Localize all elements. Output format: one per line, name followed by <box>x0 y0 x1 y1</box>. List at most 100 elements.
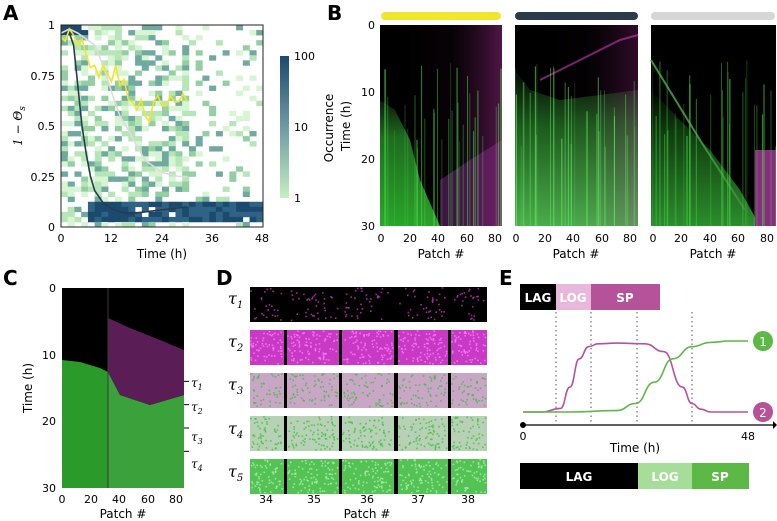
heatmap-cell <box>162 45 170 51</box>
d-cell-dot <box>259 347 262 349</box>
heatmap-cell <box>74 25 82 31</box>
heatmap-cell <box>121 156 129 162</box>
heatmap-cell <box>182 206 190 213</box>
heatmap-cell <box>61 95 69 102</box>
d-cell-dot <box>465 401 467 403</box>
d-cell-dot <box>399 402 402 405</box>
d-cell-dot <box>433 330 436 332</box>
d-cell-dot <box>364 471 367 474</box>
d-cell-dot <box>356 445 358 447</box>
d-cell-dot <box>464 296 467 298</box>
d-cell-dot <box>333 436 335 438</box>
d-cell-dot <box>260 435 263 437</box>
d-cell-dot <box>257 437 260 440</box>
d-cell-dot <box>266 345 269 348</box>
d-cell-dot <box>461 479 464 481</box>
d-cell-dot <box>275 431 277 433</box>
d-cell-dot <box>328 436 331 438</box>
d-cell-dot <box>429 438 432 440</box>
d-cell-dot <box>266 461 269 463</box>
d-cell-dot <box>475 342 478 345</box>
d-cell-dot <box>318 379 320 382</box>
d-cell-dot <box>259 484 261 486</box>
heatmap-cell <box>249 201 257 208</box>
heatmap-cell <box>108 201 116 208</box>
d-xtick: 35 <box>307 493 321 506</box>
d-cell-dot <box>377 296 379 299</box>
heatmap-cell <box>256 100 264 107</box>
d-cell-dot <box>407 311 410 314</box>
heatmap-cell <box>215 146 223 152</box>
d-cell-dot <box>269 463 272 465</box>
heatmap-cell <box>195 65 203 71</box>
heatmap-cell <box>182 186 190 192</box>
d-cell-dot <box>418 479 421 482</box>
d-cell-dot <box>327 478 330 480</box>
d-cell-dot <box>482 446 484 448</box>
d-cell-dot <box>377 362 379 364</box>
d-cell-dot <box>411 402 413 405</box>
heatmap-cell <box>182 216 190 223</box>
d-row-label: τ1 <box>228 289 243 311</box>
heatmap-cell <box>135 136 143 142</box>
d-cell-dot <box>371 491 374 493</box>
d-cell-dot <box>456 461 459 464</box>
d-cell-dot <box>373 446 375 449</box>
d-cell-dot <box>389 444 391 446</box>
c-xtick: 80 <box>169 493 183 506</box>
d-cell-dot <box>328 359 330 361</box>
d-cell-dot <box>377 402 379 405</box>
b2-xtick: 0 <box>513 232 520 245</box>
heatmap-cell <box>114 45 122 51</box>
d-cell-dot <box>424 361 426 363</box>
heatmap-cell <box>162 166 170 172</box>
heatmap-cell <box>61 70 69 76</box>
heatmap-cell <box>74 95 82 102</box>
d-cell-dot <box>435 461 438 464</box>
d-cell-dot <box>365 381 367 384</box>
d-cell-dot <box>411 426 413 429</box>
heatmap-cell <box>195 151 203 157</box>
d-cell-dot <box>388 431 390 433</box>
d-cell-dot <box>325 317 327 319</box>
heatmap-cell <box>242 45 250 51</box>
d-cell-dot <box>365 294 368 296</box>
d-cell-dot <box>438 293 441 296</box>
d-cell-dot <box>348 462 350 465</box>
d-cell-dot <box>275 487 277 489</box>
d-cell-dot <box>324 438 327 440</box>
d-cell-dot <box>353 391 355 394</box>
d-cell-dot <box>271 305 273 307</box>
d-cell-dot <box>307 480 309 482</box>
d-cell-dot <box>435 463 437 466</box>
d-cell-dot <box>379 347 382 349</box>
heatmap-cell <box>222 126 230 132</box>
d-cell-dot <box>336 438 339 440</box>
d-cell-dot <box>456 360 458 362</box>
panel-d-row-labels: τ1 τ2 τ3 τ4 τ5 <box>228 289 243 484</box>
d-cell-dot <box>417 346 420 348</box>
d-cell-dot <box>256 341 259 343</box>
heatmap-cell <box>74 110 82 117</box>
panel-a-frame <box>60 24 264 228</box>
d-cell-dot <box>415 472 418 474</box>
heatmap-cell <box>81 95 89 102</box>
d-cell-dot <box>430 477 433 480</box>
heatmap-cell <box>101 60 109 66</box>
d-cell-dot <box>264 418 266 420</box>
d-tau-sym: τ <box>228 289 238 308</box>
d-cell-dot <box>281 373 283 375</box>
kymo-b1-magenta-tint <box>380 25 502 226</box>
d-cell-dot <box>419 438 421 440</box>
d-tau-sub: 1 <box>237 300 243 311</box>
d-cell-dot <box>288 471 290 474</box>
d-cell-dot <box>398 436 401 438</box>
d-cell-dot <box>459 476 462 479</box>
d-cell-dot <box>264 291 266 293</box>
heatmap-cell <box>236 221 244 228</box>
d-cell-dot <box>273 309 276 311</box>
d-cell-dot <box>459 420 462 423</box>
d-cell-dot <box>445 447 448 449</box>
d-cell-dot <box>375 448 378 451</box>
d-cell-dot <box>482 396 484 398</box>
